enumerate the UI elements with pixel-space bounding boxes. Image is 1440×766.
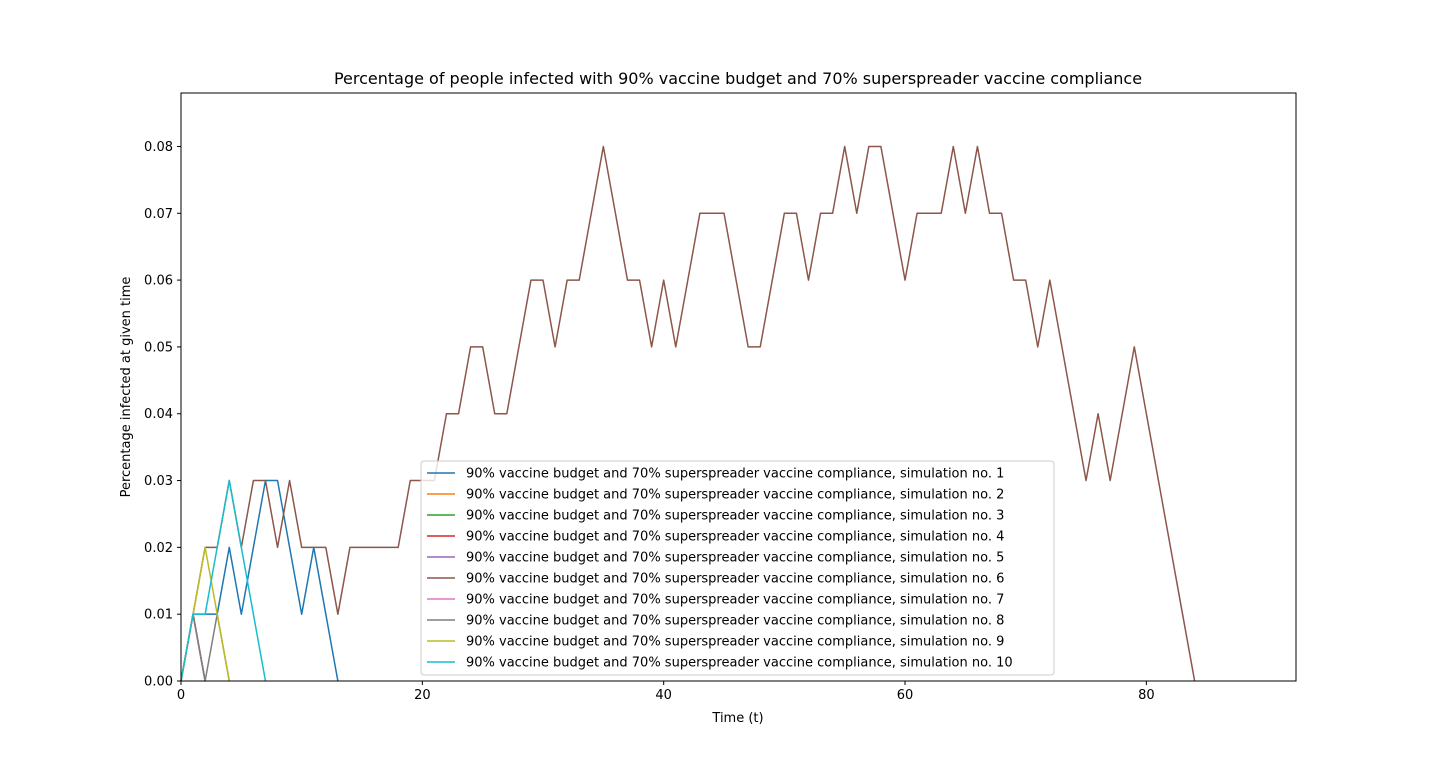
series-line-5 [180, 613, 206, 682]
plot-frame [180, 92, 1297, 682]
y-tick-label: 0.01 [144, 608, 173, 623]
y-tick-label: 0.07 [144, 207, 173, 222]
legend: 90% vaccine budget and 70% superspreader… [420, 460, 1055, 676]
legend-label-4: 90% vaccine budget and 70% superspreader… [466, 530, 1004, 545]
y-tick-label: 0.05 [144, 340, 173, 355]
legend-label-10: 90% vaccine budget and 70% superspreader… [466, 656, 1013, 671]
y-axis-label: Percentage infected at given time [119, 277, 134, 498]
legend-label-9: 90% vaccine budget and 70% superspreader… [466, 635, 1004, 650]
series-line-3 [180, 613, 206, 682]
legend-label-6: 90% vaccine budget and 70% superspreader… [466, 572, 1004, 587]
y-tick-label: 0.06 [144, 274, 173, 289]
legend-label-2: 90% vaccine budget and 70% superspreader… [466, 488, 1004, 503]
series-line-8 [180, 613, 231, 682]
y-tick-label: 0.04 [144, 407, 173, 422]
y-tick-label: 0.08 [144, 140, 173, 155]
series-line-7 [180, 613, 206, 682]
x-axis-label: Time (t) [711, 711, 763, 726]
x-axis: 0 20 40 60 80 [177, 681, 1155, 703]
y-axis: 0.00 0.01 0.02 0.03 0.04 0.05 0.06 0.07 0.08 [144, 140, 181, 690]
x-tick-label: 20 [414, 688, 431, 703]
x-tick-label: 0 [177, 688, 185, 703]
series-line-2 [180, 613, 206, 682]
legend-label-3: 90% vaccine budget and 70% superspreader… [466, 509, 1004, 524]
y-tick-label: 0.00 [144, 675, 173, 690]
y-tick-label: 0.03 [144, 474, 173, 489]
legend-label-5: 90% vaccine budget and 70% superspreader… [466, 551, 1004, 566]
legend-label-7: 90% vaccine budget and 70% superspreader… [466, 593, 1004, 608]
series-line-6 [180, 145, 1196, 682]
legend-label-8: 90% vaccine budget and 70% superspreader… [466, 614, 1004, 629]
legend-box [420, 460, 1055, 676]
x-tick-label: 60 [897, 688, 914, 703]
legend-label-1: 90% vaccine budget and 70% superspreader… [466, 467, 1004, 482]
x-tick-label: 40 [655, 688, 672, 703]
y-tick-label: 0.02 [144, 541, 173, 556]
chart-title: Percentage of people infected with 90% v… [334, 69, 1142, 88]
series-line-10 [180, 479, 267, 682]
series-line-1 [180, 479, 339, 682]
series-layer [180, 145, 1196, 682]
x-tick-label: 80 [1138, 688, 1155, 703]
series-line-4 [180, 613, 206, 682]
